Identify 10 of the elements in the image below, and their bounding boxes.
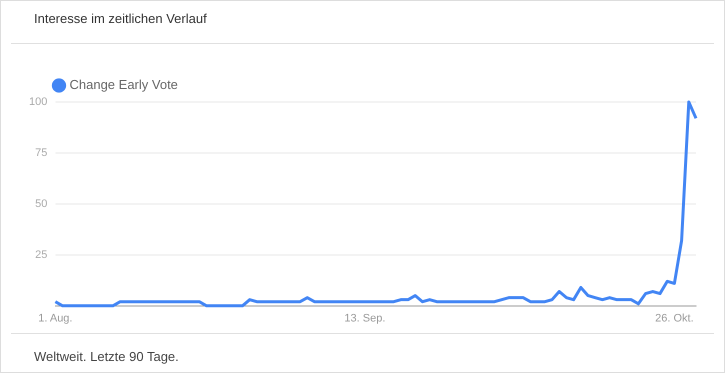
y-tick-label: 25 [35,248,48,261]
x-tick-label: 13. Sep. [344,312,386,324]
legend-label: Change Early Vote [70,77,178,92]
y-tick-label: 75 [35,146,48,159]
x-tick-label: 26. Okt. [655,312,694,324]
y-tick-label: 100 [28,96,48,108]
chart-title: Interesse im zeitlichen Verlauf [34,11,207,26]
text: Weltweit. Letzte 90 Tage. [34,349,179,364]
x-tick-label: 1. Aug. [38,312,72,324]
y-tick-label: 50 [35,198,48,210]
